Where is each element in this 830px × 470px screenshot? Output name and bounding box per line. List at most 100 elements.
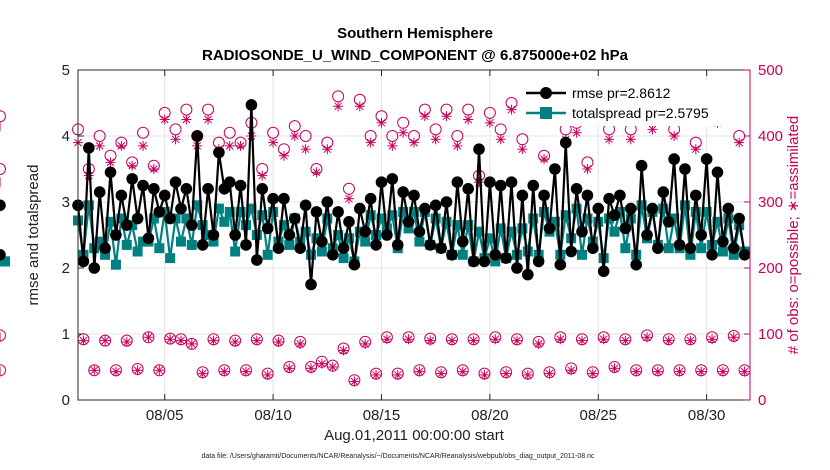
asterisk-stroke <box>686 336 695 345</box>
asterisk-stroke <box>740 367 749 376</box>
legend-rmse-label: rmse pr=2.8612 <box>572 85 671 101</box>
rmse-point <box>234 179 247 192</box>
asterisk-stroke <box>599 335 608 344</box>
legend-spread-marker <box>540 107 552 119</box>
obs-possible-point <box>137 126 150 139</box>
asterisk-stroke <box>350 377 359 386</box>
obs-assimilated-point <box>414 366 425 377</box>
asterisk-stroke <box>160 115 169 124</box>
obs-assimilated-point <box>430 134 441 145</box>
rmse-point <box>207 229 220 241</box>
asterisk-stroke <box>209 336 218 345</box>
obs-assimilated-point <box>539 154 550 165</box>
obs-assimilated-point <box>360 338 371 349</box>
right-tick-label: 200 <box>758 260 783 277</box>
obs-assimilated-point <box>587 368 598 379</box>
rmse-point <box>608 209 621 221</box>
x-tick-label: 08/05 <box>146 407 184 424</box>
rmse-point <box>370 239 382 251</box>
asterisk-stroke <box>410 138 418 147</box>
totalspread-point <box>517 223 528 234</box>
totalspread-point <box>679 200 690 211</box>
asterisk-stroke <box>117 142 126 150</box>
asterisk-stroke <box>263 371 272 379</box>
rmse-point <box>690 189 702 202</box>
rmse-point <box>473 143 485 155</box>
totalspread-point <box>658 203 669 214</box>
rmse-point <box>413 225 426 238</box>
obs-assimilated-point <box>138 140 149 151</box>
obs-assimilated-point <box>582 164 593 174</box>
rmse-point <box>700 153 713 165</box>
asterisk-stroke <box>458 367 467 376</box>
asterisk-stroke <box>155 366 164 375</box>
totalspread-point <box>560 210 571 221</box>
totalspread-point <box>484 233 495 244</box>
obs-assimilated-point <box>197 368 208 379</box>
rmse-point <box>99 242 111 254</box>
obs-assimilated-point <box>652 366 663 377</box>
asterisk-stroke <box>729 333 738 342</box>
obs-assimilated-point <box>89 365 100 376</box>
asterisk-stroke <box>502 369 510 378</box>
obs-possible-point <box>99 334 112 347</box>
totalspread-point <box>387 210 398 221</box>
obs-assimilated-point <box>696 366 707 377</box>
rmse-point <box>283 229 296 241</box>
obs-assimilated-point <box>604 134 615 145</box>
totalspread-point <box>208 236 219 247</box>
totalspread-point <box>441 216 452 227</box>
asterisk-stroke <box>122 338 131 346</box>
obs-assimilated-point <box>338 345 349 356</box>
rmse-point <box>175 202 187 215</box>
rmse-point <box>419 202 431 215</box>
asterisk-stroke <box>578 336 586 345</box>
rmse-point <box>251 254 263 266</box>
totalspread-point <box>235 206 246 217</box>
asterisk-stroke <box>177 336 185 345</box>
rmse-point <box>559 136 572 149</box>
obs-assimilated-point <box>392 369 403 380</box>
rmse-point <box>169 176 182 188</box>
obs-assimilated-point <box>219 366 230 377</box>
obs-assimilated-point <box>669 131 680 141</box>
obs-assimilated-point <box>452 140 463 151</box>
asterisk-stroke <box>426 336 435 345</box>
totalspread-point <box>181 213 192 224</box>
y-tick-label: 3 <box>62 194 70 211</box>
rmse-point <box>332 206 344 218</box>
obs-assimilated-point <box>625 134 636 145</box>
totalspread-point <box>495 223 506 234</box>
totalspread-point <box>474 226 485 237</box>
asterisk-stroke <box>128 161 137 170</box>
totalspread-point <box>365 210 376 221</box>
asterisk-stroke <box>150 165 158 173</box>
totalspread-point <box>316 246 327 257</box>
obs-assimilated-point <box>230 336 241 347</box>
totalspread-point <box>701 206 712 217</box>
asterisk-stroke <box>453 142 462 150</box>
obs-assimilated-point <box>674 366 685 377</box>
rmse-point <box>641 229 653 241</box>
obs-assimilated-point <box>734 137 745 148</box>
rmse-point <box>316 235 328 248</box>
rmse-point <box>348 258 361 271</box>
totalspread-point <box>132 246 143 257</box>
totalspread-point <box>696 243 707 254</box>
rmse-point <box>489 249 502 261</box>
x-tick-label: 08/15 <box>363 407 401 424</box>
rmse-point <box>93 186 106 198</box>
rmse-point <box>587 242 599 254</box>
obs-assimilated-point <box>495 134 506 145</box>
obs-assimilated-point <box>181 114 192 125</box>
rmse-point <box>657 186 670 198</box>
asterisk-stroke <box>101 336 109 345</box>
obs-assimilated-point <box>717 366 728 377</box>
obs-assimilated-point <box>707 334 718 345</box>
obs-assimilated-point <box>262 369 273 380</box>
obs-assimilated-point <box>165 334 176 345</box>
asterisk-stroke <box>307 364 315 373</box>
obs-assimilated-point <box>620 335 631 346</box>
obs-assimilated-point <box>365 137 376 148</box>
